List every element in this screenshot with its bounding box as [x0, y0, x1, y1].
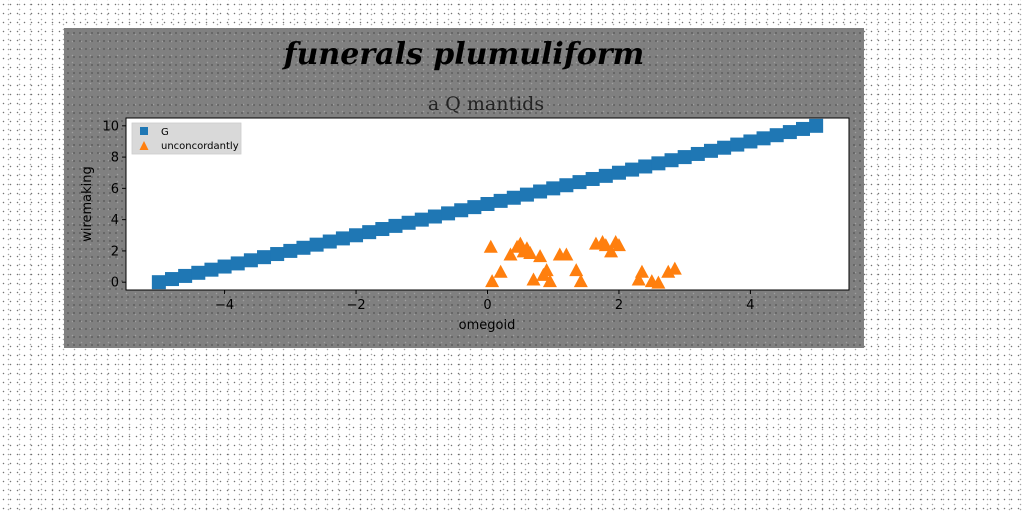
- y-tick-label: 4: [111, 213, 119, 228]
- data-point-triangle: [483, 239, 498, 253]
- y-tick-label: 2: [111, 244, 119, 259]
- data-point-square: [165, 272, 180, 287]
- legend-marker-square: [140, 127, 148, 135]
- data-point-triangle: [667, 261, 682, 275]
- scatter-chart: funerals plumuliform a Q mantids −4 −2 0 2 4…: [80, 37, 850, 333]
- data-point-square: [782, 125, 797, 140]
- data-point-square: [335, 231, 350, 246]
- data-point-square: [795, 121, 810, 136]
- x-tick-label: −4: [215, 298, 234, 313]
- data-point-square: [769, 128, 784, 143]
- data-point-square: [191, 265, 206, 280]
- data-point-square: [651, 156, 666, 171]
- data-point-square: [690, 146, 705, 161]
- data-point-square: [257, 250, 272, 265]
- x-tick-label: 4: [746, 298, 754, 313]
- data-point-square: [230, 256, 245, 271]
- y-axis-label: wiremaking: [80, 166, 95, 242]
- data-point-square: [585, 171, 600, 186]
- data-point-triangle: [493, 264, 508, 278]
- data-point-square: [388, 218, 403, 233]
- data-point-triangle: [611, 238, 626, 252]
- data-point-triangle: [523, 245, 538, 259]
- y-tick-label: 0: [111, 276, 119, 291]
- x-axis-ticks: −4 −2 0 2 4: [215, 290, 755, 313]
- data-point-square: [309, 237, 324, 252]
- data-point-square: [217, 259, 232, 274]
- y-tick-label: 10: [102, 119, 119, 134]
- data-point-square: [638, 159, 653, 174]
- data-point-square: [572, 175, 587, 190]
- data-point-triangle: [533, 249, 548, 263]
- chart-figure: funerals plumuliform a Q mantids −4 −2 0 2 4…: [64, 28, 864, 348]
- data-point-square: [204, 262, 219, 277]
- data-point-triangle: [573, 274, 588, 288]
- data-point-square: [178, 268, 193, 283]
- data-point-square: [427, 209, 442, 224]
- data-point-square: [625, 162, 640, 177]
- data-point-square: [506, 190, 521, 205]
- data-point-square: [598, 168, 613, 183]
- data-point-square: [677, 150, 692, 165]
- data-point-triangle: [539, 263, 554, 277]
- y-tick-label: 6: [111, 182, 119, 197]
- data-point-triangle: [485, 274, 500, 288]
- data-point-triangle: [631, 272, 646, 286]
- data-point-triangle: [634, 264, 649, 278]
- data-point-square: [809, 118, 824, 133]
- data-point-square: [322, 234, 337, 249]
- data-point-square: [493, 193, 508, 208]
- y-axis-ticks: 0 2 4 6 8 10: [102, 119, 126, 291]
- data-point-triangle: [604, 244, 619, 258]
- data-point-square: [467, 200, 482, 215]
- data-point-square: [414, 212, 429, 227]
- data-point-square: [743, 134, 758, 149]
- data-point-square: [454, 203, 469, 218]
- legend-marker-triangle: [139, 141, 149, 150]
- data-point-square: [611, 165, 626, 180]
- data-point-square: [480, 197, 495, 211]
- x-axis-label: omegoid: [459, 318, 516, 333]
- data-point-square: [362, 225, 377, 240]
- data-point-square: [270, 247, 285, 262]
- legend-label-g: G: [161, 127, 169, 138]
- legend-box: [131, 122, 242, 155]
- data-point-square: [243, 253, 258, 268]
- data-point-square: [717, 140, 732, 155]
- data-point-square: [375, 222, 390, 237]
- data-point-square: [730, 137, 745, 152]
- legend-label-unconcordantly: unconcordantly: [161, 141, 239, 152]
- data-point-triangle: [559, 247, 574, 261]
- x-tick-label: 2: [615, 298, 623, 313]
- data-point-square: [703, 143, 718, 158]
- x-tick-label: −2: [346, 298, 365, 313]
- x-tick-label: 0: [483, 298, 491, 313]
- data-point-square: [349, 228, 364, 243]
- data-point-square: [401, 215, 416, 230]
- data-markers: [151, 118, 824, 290]
- data-point-triangle: [503, 247, 518, 261]
- data-point-square: [296, 240, 311, 255]
- data-point-square: [664, 153, 679, 168]
- data-point-square: [559, 178, 574, 193]
- data-point-square: [151, 275, 166, 290]
- data-point-square: [283, 243, 298, 258]
- chart-suptitle: funerals plumuliform: [282, 37, 645, 72]
- data-point-square: [533, 184, 548, 199]
- data-point-square: [519, 187, 534, 202]
- data-point-triangle: [542, 274, 557, 288]
- y-tick-label: 8: [111, 151, 119, 166]
- data-point-square: [441, 206, 456, 221]
- data-point-triangle: [526, 272, 541, 286]
- data-point-triangle: [651, 275, 666, 289]
- data-point-square: [756, 131, 771, 146]
- data-point-triangle: [569, 263, 584, 277]
- data-point-square: [546, 181, 561, 196]
- chart-title: a Q mantids: [428, 93, 544, 115]
- legend: G unconcordantly: [131, 122, 242, 155]
